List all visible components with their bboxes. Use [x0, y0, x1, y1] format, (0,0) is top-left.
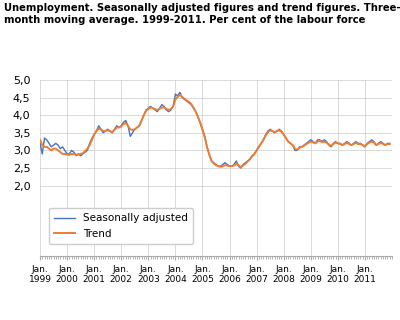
Trend — [250, 155, 254, 158]
Trend — [168, 107, 173, 111]
Trend — [387, 142, 392, 146]
Seasonally adjusted — [126, 124, 130, 128]
Seasonally adjusted — [387, 141, 392, 145]
Trend — [284, 136, 288, 140]
Seasonally adjusted — [284, 136, 288, 140]
Text: Unemployment. Seasonally adjusted figures and trend figures. Three-
month moving: Unemployment. Seasonally adjusted figure… — [4, 3, 400, 25]
Trend — [126, 124, 130, 128]
Trend — [324, 141, 329, 145]
Seasonally adjusted — [178, 90, 182, 94]
Trend — [184, 99, 189, 102]
Line: Trend: Trend — [40, 95, 390, 167]
Seasonally adjusted — [38, 141, 42, 145]
Trend — [178, 93, 182, 97]
Legend: Seasonally adjusted, Trend: Seasonally adjusted, Trend — [49, 208, 193, 244]
Seasonally adjusted — [184, 99, 189, 103]
Trend — [38, 138, 42, 142]
Line: Seasonally adjusted: Seasonally adjusted — [40, 92, 390, 168]
Seasonally adjusted — [168, 108, 173, 112]
Seasonally adjusted — [324, 140, 329, 143]
Seasonally adjusted — [250, 154, 254, 158]
Trend — [238, 165, 243, 169]
Seasonally adjusted — [238, 166, 243, 170]
